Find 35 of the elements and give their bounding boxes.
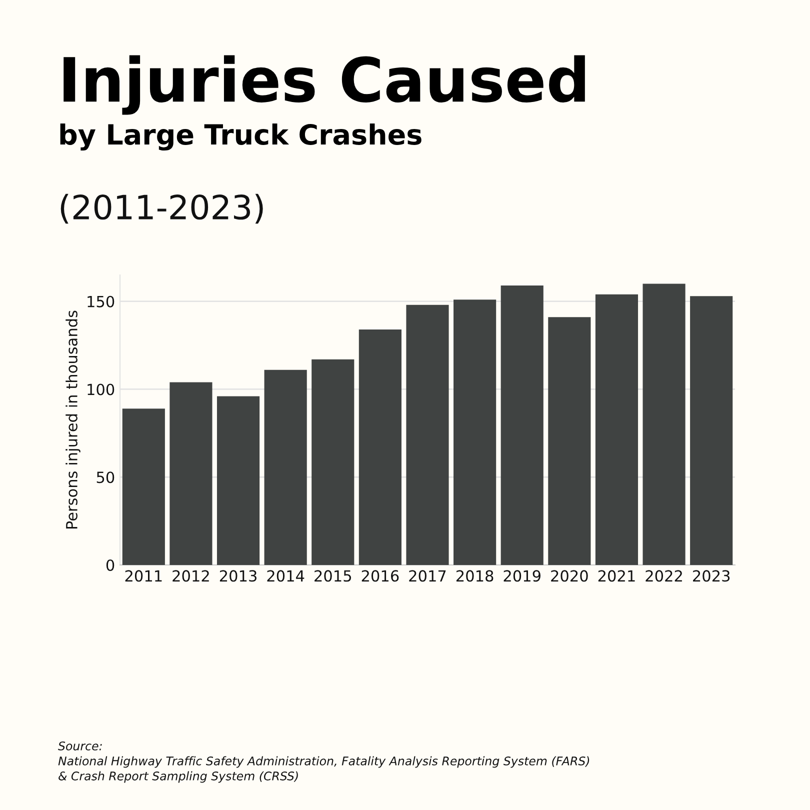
x-tick-label: 2014 bbox=[267, 570, 304, 582]
bar bbox=[690, 296, 733, 565]
bar bbox=[642, 284, 686, 565]
y-tick-label: 100 bbox=[88, 384, 114, 396]
bar bbox=[122, 408, 165, 565]
text: (2011-2023) bbox=[60, 194, 263, 224]
x-tick-label: 2013 bbox=[220, 570, 256, 582]
bar bbox=[312, 359, 354, 565]
x-tick-label: 2017 bbox=[409, 570, 446, 582]
x-tick-label: 2022 bbox=[646, 570, 682, 582]
bar bbox=[500, 286, 544, 565]
x-tick-label: 2023 bbox=[693, 570, 730, 582]
x-tick-label: 2015 bbox=[314, 570, 351, 582]
bar bbox=[548, 317, 591, 565]
y-tick-label: 150 bbox=[88, 296, 114, 308]
x-tick-label: 2016 bbox=[362, 570, 399, 582]
bar bbox=[595, 294, 638, 565]
x-tick-label: 2020 bbox=[551, 570, 588, 582]
y-axis-title: Persons injured in thousands bbox=[66, 310, 80, 529]
chart-subtitle: by Large Truck Crashes bbox=[60, 123, 422, 151]
bar bbox=[406, 304, 449, 565]
bar bbox=[216, 396, 260, 565]
y-tick-label: 50 bbox=[96, 472, 114, 484]
x-tick-label: 2019 bbox=[504, 570, 540, 582]
bar bbox=[264, 370, 307, 565]
chart-title: Injuries Caused bbox=[64, 55, 585, 115]
x-tick-label: 2012 bbox=[172, 570, 209, 582]
x-tick-label: 2011 bbox=[125, 570, 162, 582]
bar bbox=[454, 300, 496, 565]
bar bbox=[358, 329, 402, 565]
bar bbox=[170, 382, 212, 565]
x-tick-label: 2018 bbox=[456, 570, 494, 582]
x-tick-label: 2021 bbox=[598, 570, 635, 582]
source-note: Source: National Highway Traffic Safety Administration, Fatality Analysis Reporting System (FARS) & Crash Report Sampling System (CRSS) bbox=[58, 741, 590, 783]
y-tick-label: 0 bbox=[106, 559, 114, 572]
